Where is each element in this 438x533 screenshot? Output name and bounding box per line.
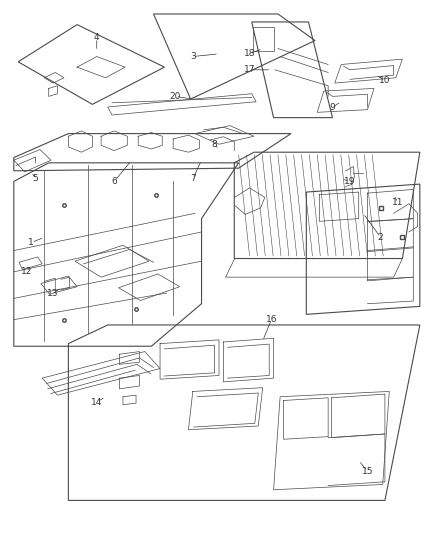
Text: 6: 6 bbox=[111, 177, 117, 186]
Text: 7: 7 bbox=[190, 174, 196, 183]
Text: 10: 10 bbox=[379, 76, 391, 85]
Text: 4: 4 bbox=[94, 34, 99, 43]
Text: 14: 14 bbox=[91, 398, 102, 407]
Text: 20: 20 bbox=[170, 92, 181, 101]
Text: 12: 12 bbox=[21, 268, 32, 276]
Text: 3: 3 bbox=[190, 52, 196, 61]
Text: 15: 15 bbox=[362, 467, 373, 475]
Text: 13: 13 bbox=[47, 288, 59, 297]
Text: 19: 19 bbox=[344, 177, 356, 186]
Text: 16: 16 bbox=[265, 315, 277, 324]
Text: 9: 9 bbox=[330, 102, 336, 111]
Text: 1: 1 bbox=[28, 238, 34, 247]
Text: 2: 2 bbox=[378, 233, 383, 242]
Text: 18: 18 bbox=[244, 50, 255, 58]
Text: 11: 11 bbox=[392, 198, 404, 207]
Text: 8: 8 bbox=[212, 140, 218, 149]
Text: 17: 17 bbox=[244, 66, 255, 74]
Text: 5: 5 bbox=[33, 174, 39, 183]
